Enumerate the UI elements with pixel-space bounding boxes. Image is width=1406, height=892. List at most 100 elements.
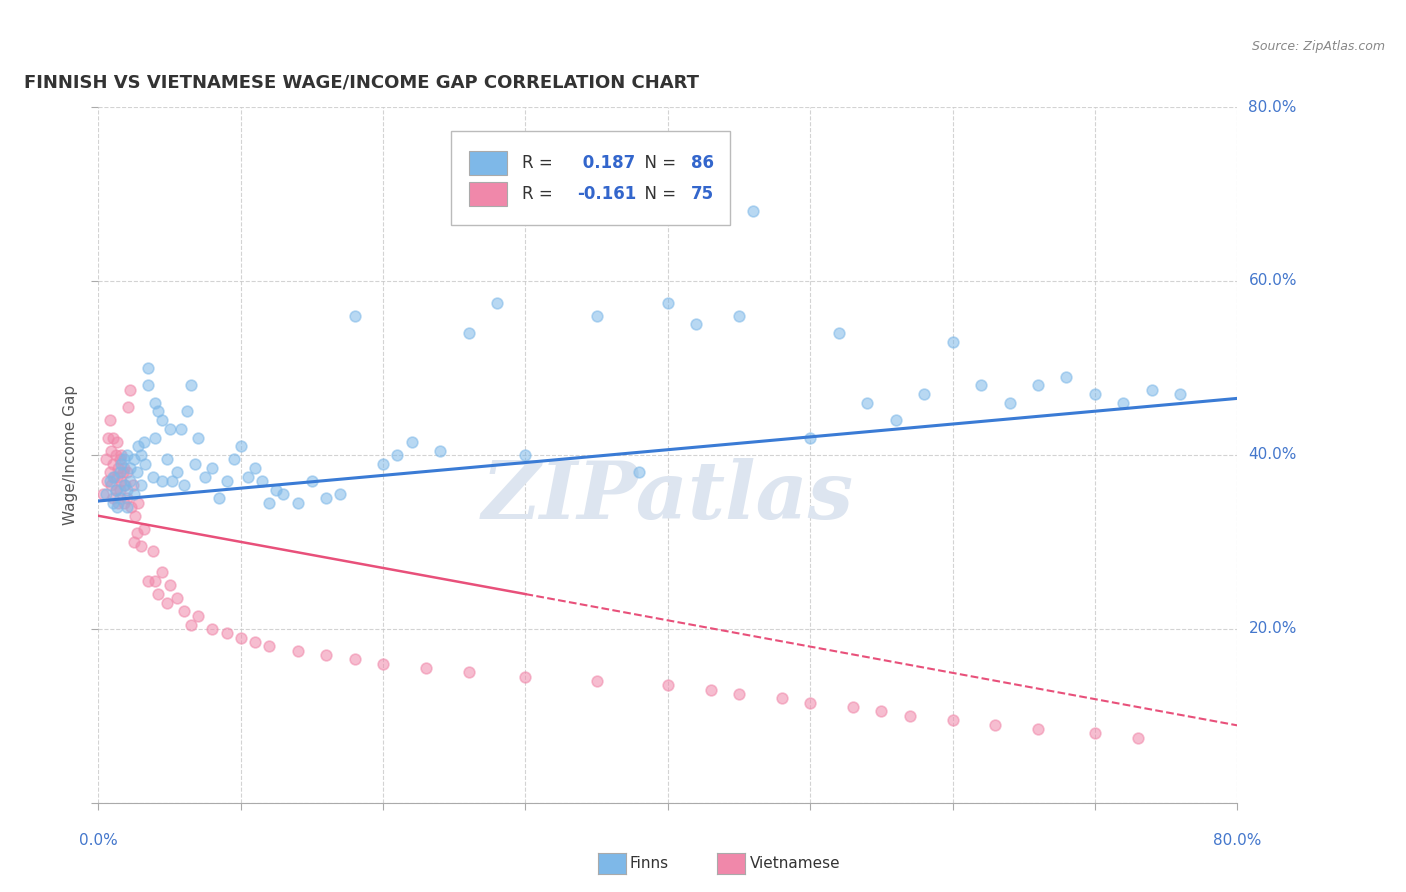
Point: [101, 469, 124, 483]
Point: [515, 670, 537, 684]
Point: [998, 395, 1021, 409]
Point: [104, 448, 127, 462]
Point: [628, 466, 651, 480]
Point: [208, 491, 231, 506]
Point: [401, 434, 423, 449]
Text: 0.187: 0.187: [576, 153, 636, 171]
Point: [112, 496, 135, 510]
Point: [98, 474, 121, 488]
Point: [215, 474, 238, 488]
Point: [1026, 722, 1049, 736]
Point: [94, 452, 117, 467]
Point: [1112, 395, 1135, 409]
Point: [201, 622, 224, 636]
Point: [136, 574, 159, 588]
Text: R =: R =: [522, 153, 558, 171]
Point: [156, 596, 179, 610]
Point: [287, 496, 309, 510]
Point: [266, 483, 288, 497]
Point: [250, 474, 273, 488]
Point: [180, 378, 202, 392]
Text: 75: 75: [690, 185, 714, 203]
Point: [145, 574, 167, 588]
Text: 60.0%: 60.0%: [1249, 274, 1296, 288]
Point: [134, 457, 156, 471]
Point: [329, 487, 352, 501]
Point: [486, 295, 509, 310]
Point: [118, 383, 141, 397]
Text: Source: ZipAtlas.com: Source: ZipAtlas.com: [1251, 40, 1385, 54]
Text: R =: R =: [522, 185, 558, 203]
Point: [152, 413, 174, 427]
Point: [115, 491, 138, 506]
Point: [111, 466, 134, 480]
Point: [125, 526, 148, 541]
Point: [101, 457, 124, 471]
Point: [122, 452, 145, 467]
Point: [136, 360, 159, 375]
Point: [112, 478, 135, 492]
Point: [236, 469, 259, 483]
Point: [159, 578, 181, 592]
Point: [148, 587, 170, 601]
Point: [799, 696, 821, 710]
Point: [124, 508, 146, 523]
Text: 20.0%: 20.0%: [1249, 622, 1296, 636]
Point: [970, 378, 993, 392]
Point: [152, 566, 174, 580]
Text: 86: 86: [690, 153, 714, 171]
Point: [201, 461, 224, 475]
Point: [100, 478, 122, 492]
Point: [127, 496, 149, 510]
Point: [180, 617, 202, 632]
Point: [184, 457, 207, 471]
Point: [91, 487, 114, 501]
Point: [301, 474, 323, 488]
Point: [373, 657, 395, 671]
Point: [166, 466, 188, 480]
Point: [856, 395, 879, 409]
Point: [1056, 369, 1078, 384]
Text: N =: N =: [634, 185, 681, 203]
Point: [173, 478, 195, 492]
Point: [898, 708, 921, 723]
Point: [108, 452, 131, 467]
Point: [122, 487, 145, 501]
Point: [94, 487, 117, 501]
Point: [685, 318, 707, 332]
Point: [145, 395, 167, 409]
Point: [96, 474, 118, 488]
Point: [273, 487, 295, 501]
Point: [112, 461, 135, 475]
Point: [884, 413, 907, 427]
Point: [129, 448, 152, 462]
FancyBboxPatch shape: [468, 182, 508, 206]
FancyBboxPatch shape: [451, 131, 731, 226]
Point: [115, 466, 138, 480]
Point: [585, 309, 607, 323]
Point: [176, 404, 198, 418]
Point: [98, 413, 121, 427]
Point: [104, 483, 127, 497]
Point: [121, 478, 143, 492]
Point: [699, 682, 721, 697]
Point: [828, 326, 851, 340]
Point: [105, 469, 128, 483]
Point: [259, 639, 281, 653]
Point: [148, 404, 170, 418]
Text: -0.161: -0.161: [576, 185, 636, 203]
Point: [657, 678, 679, 692]
Point: [166, 591, 188, 606]
Point: [159, 422, 181, 436]
Text: Vietnamese: Vietnamese: [749, 856, 839, 871]
Point: [243, 461, 266, 475]
Point: [343, 309, 366, 323]
Point: [156, 452, 179, 467]
Point: [187, 430, 209, 444]
Point: [110, 457, 132, 471]
Point: [162, 474, 184, 488]
Point: [132, 522, 155, 536]
Text: 40.0%: 40.0%: [1249, 448, 1296, 462]
Text: 80.0%: 80.0%: [1213, 833, 1261, 848]
Point: [115, 448, 138, 462]
